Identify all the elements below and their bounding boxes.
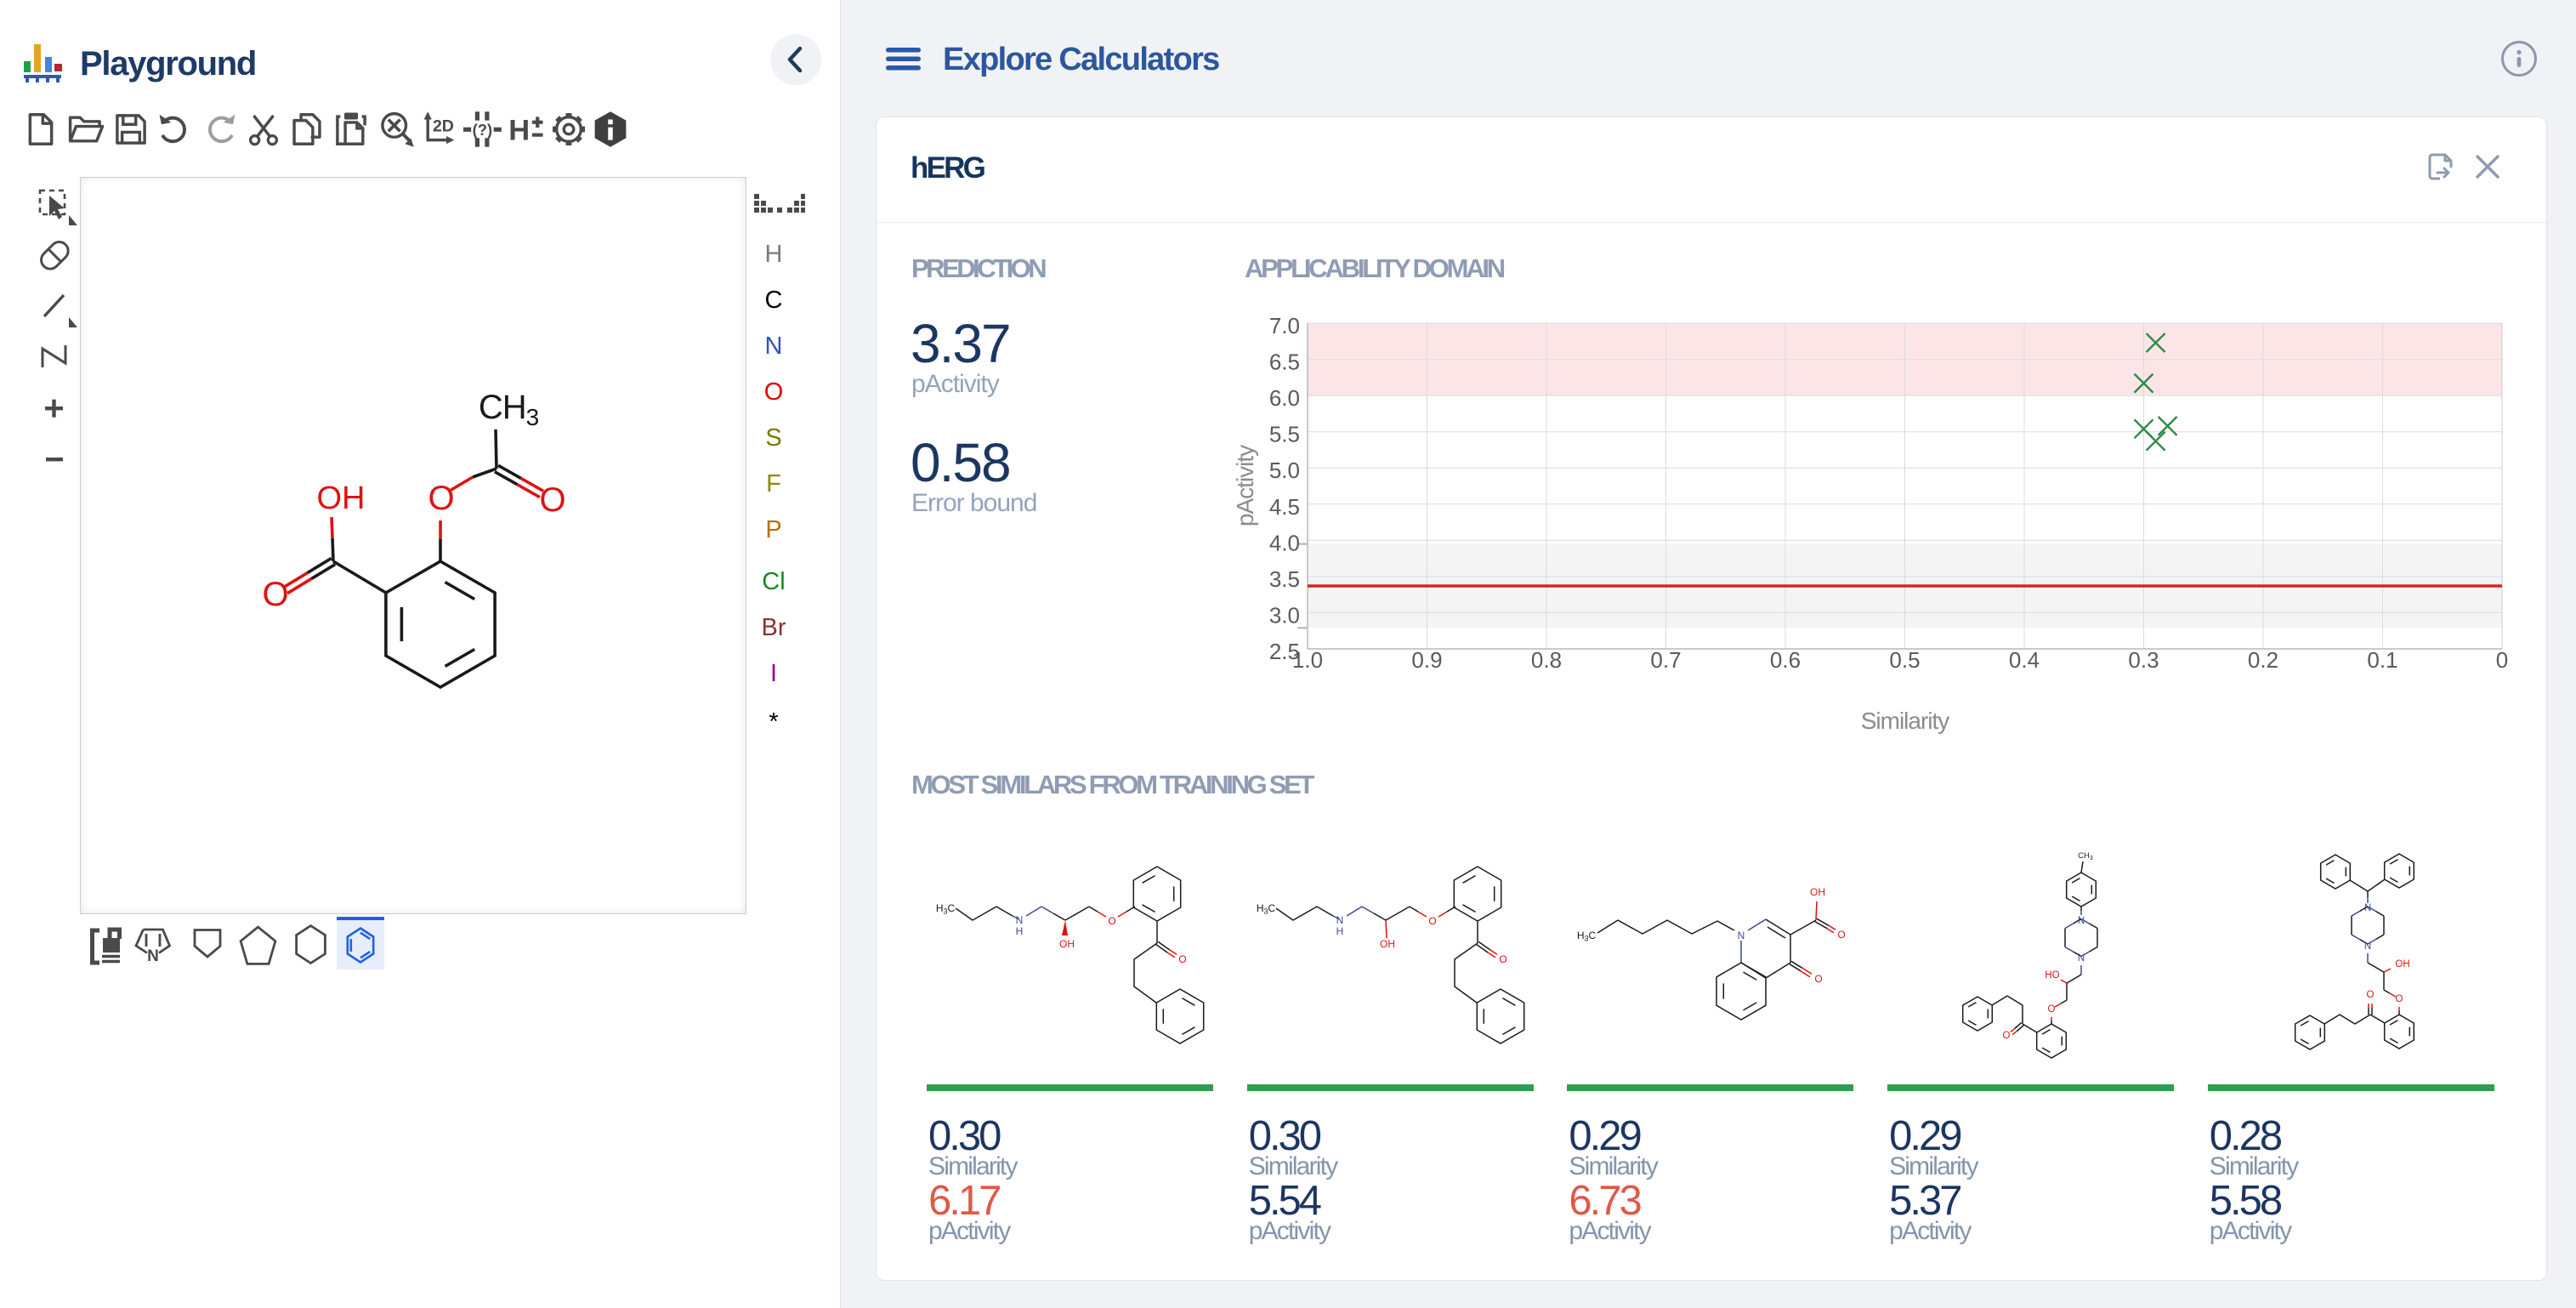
svg-text:5.5: 5.5 — [1269, 422, 1300, 447]
svg-text:7.0: 7.0 — [1269, 313, 1300, 338]
svg-text:N: N — [2364, 903, 2371, 913]
svg-text:3.0: 3.0 — [1269, 602, 1300, 628]
svg-text:N: N — [2078, 916, 2085, 926]
svg-text:O: O — [1108, 915, 1115, 927]
svg-text:H: H — [508, 115, 530, 147]
svg-text:O: O — [428, 480, 454, 517]
svg-text:6.0: 6.0 — [1269, 385, 1300, 411]
svg-text:N: N — [2364, 941, 2371, 952]
svg-text:O: O — [1837, 929, 1845, 941]
svg-text:2D: 2D — [433, 117, 454, 135]
svg-text:OH: OH — [1810, 886, 1825, 898]
svg-text:N: N — [1738, 930, 1745, 941]
svg-text:OH: OH — [2395, 959, 2409, 970]
svg-text:0.2: 0.2 — [2248, 647, 2278, 673]
svg-text:1.0: 1.0 — [1292, 647, 1323, 673]
svg-text:H3C: H3C — [1257, 902, 1276, 916]
svg-text:O: O — [539, 481, 565, 519]
svg-text:O: O — [2003, 1031, 2011, 1041]
svg-text:H: H — [1016, 925, 1024, 937]
svg-text:O: O — [1428, 915, 1436, 927]
svg-text:O: O — [2048, 1004, 2056, 1015]
svg-text:H3C: H3C — [936, 902, 956, 916]
svg-text:H3C: H3C — [1577, 930, 1597, 943]
svg-text:0.3: 0.3 — [2128, 647, 2159, 673]
svg-text:5.0: 5.0 — [1269, 458, 1300, 483]
svg-text:H: H — [1336, 925, 1343, 937]
svg-text:4.5: 4.5 — [1269, 494, 1300, 520]
svg-text:Similarity: Similarity — [1861, 708, 1950, 734]
svg-text:OH: OH — [1380, 938, 1395, 950]
svg-text:6.5: 6.5 — [1269, 350, 1300, 375]
svg-text:CH3: CH3 — [479, 389, 539, 430]
svg-text:N: N — [147, 947, 159, 965]
svg-text:O: O — [1499, 953, 1506, 965]
svg-text:0.8: 0.8 — [1531, 647, 1562, 673]
svg-text:pActivity: pActivity — [1233, 445, 1258, 526]
svg-text:0.9: 0.9 — [1411, 647, 1442, 673]
svg-text:OH: OH — [317, 481, 366, 516]
svg-text:CH3: CH3 — [2078, 851, 2093, 862]
svg-text:2.5: 2.5 — [1269, 639, 1300, 664]
svg-text:OH: OH — [1059, 938, 1075, 950]
svg-text:N: N — [2078, 953, 2085, 964]
svg-text:N: N — [1336, 914, 1343, 926]
svg-text:0.4: 0.4 — [2009, 647, 2040, 673]
svg-text:0: 0 — [2496, 647, 2508, 673]
svg-text:HO: HO — [2045, 970, 2059, 981]
svg-text:O: O — [2396, 994, 2403, 1004]
svg-text:0.6: 0.6 — [1770, 647, 1801, 673]
svg-text:0.5: 0.5 — [1889, 647, 1920, 673]
svg-text:O: O — [1178, 953, 1186, 965]
svg-text:4.0: 4.0 — [1269, 530, 1300, 555]
svg-text:0.1: 0.1 — [2367, 647, 2397, 673]
svg-text:0.7: 0.7 — [1650, 647, 1681, 673]
svg-text:O: O — [262, 576, 288, 613]
svg-text:O: O — [1814, 973, 1822, 985]
svg-text:(?): (?) — [473, 121, 492, 139]
svg-text:N: N — [1016, 914, 1024, 926]
svg-text:3.5: 3.5 — [1269, 566, 1300, 592]
svg-text:O: O — [2367, 990, 2375, 1000]
